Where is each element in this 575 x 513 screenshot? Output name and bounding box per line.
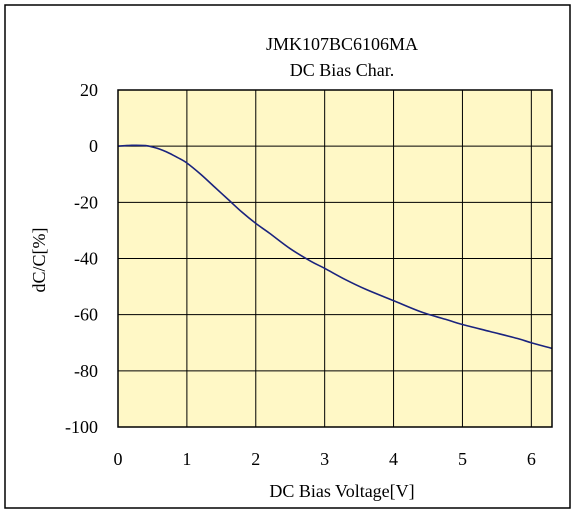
y-axis-label: dC/C[%] xyxy=(29,228,49,293)
chart-subtitle: DC Bias Char. xyxy=(290,60,395,80)
y-tick-label: -20 xyxy=(74,192,98,212)
x-axis-label: DC Bias Voltage[V] xyxy=(269,481,414,501)
x-tick-label: 3 xyxy=(320,449,329,469)
y-tick-label: -40 xyxy=(74,249,98,269)
grid-lines xyxy=(117,89,552,428)
x-tick-label: 0 xyxy=(114,449,123,469)
y-tick-label: -80 xyxy=(74,361,98,381)
plot-border xyxy=(117,89,553,428)
x-tick-label: 5 xyxy=(458,449,467,469)
x-tick-labels: 0 1 2 3 4 5 6 xyxy=(114,449,536,469)
x-tick-label: 6 xyxy=(527,449,536,469)
x-tick-label: 1 xyxy=(182,449,191,469)
y-tick-label: -100 xyxy=(65,417,98,437)
y-tick-label: 0 xyxy=(89,136,98,156)
series-line xyxy=(117,144,553,350)
x-tick-label: 2 xyxy=(251,449,260,469)
y-tick-label: 20 xyxy=(80,80,98,100)
x-tick-label: 4 xyxy=(389,449,398,469)
y-tick-labels: 20 0 -20 -40 -60 -80 -100 xyxy=(65,80,98,437)
chart-title: JMK107BC6106MA xyxy=(266,34,418,54)
y-tick-label: -60 xyxy=(74,305,98,325)
